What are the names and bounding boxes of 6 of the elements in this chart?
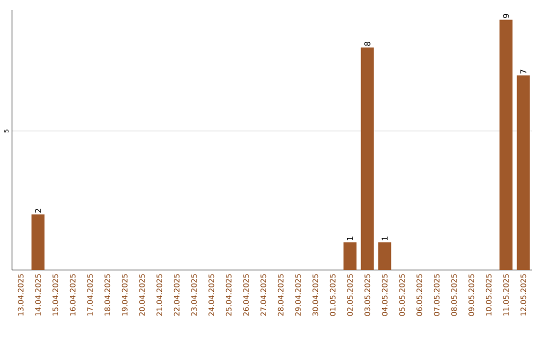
bar	[344, 242, 357, 270]
bar	[500, 20, 513, 270]
bar	[516, 75, 530, 270]
bar	[360, 48, 374, 270]
bar	[378, 242, 392, 270]
bar	[32, 214, 44, 270]
